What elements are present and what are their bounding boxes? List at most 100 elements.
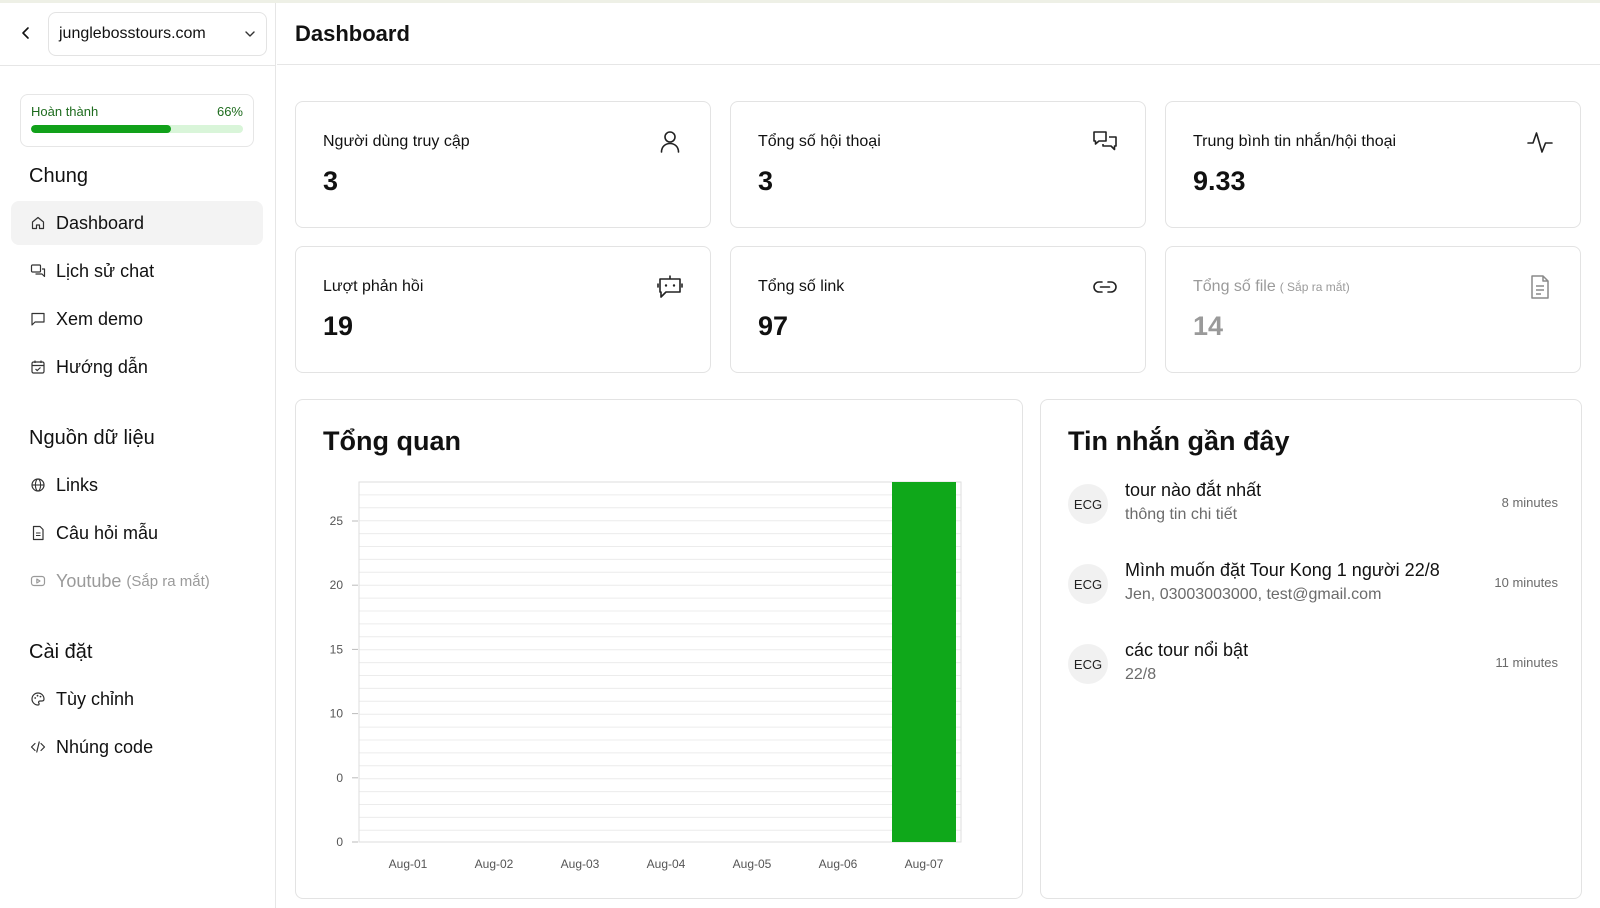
sidebar-item-label: Lịch sử chat bbox=[56, 260, 155, 281]
avatar: ECG bbox=[1068, 644, 1108, 684]
section-title-general: Chung bbox=[29, 165, 88, 187]
code-icon bbox=[29, 738, 47, 756]
coming-soon-label: (Sắp ra mắt) bbox=[126, 572, 210, 590]
sidebar-item-chat-history[interactable]: Lịch sử chat bbox=[11, 249, 263, 293]
x-tick-label: Aug-01 bbox=[389, 857, 428, 871]
stat-card-files: Tổng số file( Sắp ra mắt) 14 bbox=[1165, 246, 1581, 373]
home-icon bbox=[29, 214, 47, 232]
x-tick-label: Aug-04 bbox=[647, 857, 686, 871]
stat-card-conversations: Tổng số hội thoại 3 bbox=[730, 101, 1146, 228]
sidebar-item-customize[interactable]: Tùy chỉnh bbox=[11, 677, 263, 721]
y-tick-label: 10 bbox=[330, 707, 344, 721]
sidebar-item-label: Câu hỏi mẫu bbox=[56, 522, 159, 543]
message-time: 10 minutes bbox=[1494, 575, 1558, 590]
sidebar-item-label: Hướng dẫn bbox=[56, 356, 148, 377]
stat-value: 97 bbox=[758, 311, 789, 341]
stat-card-responses: Lượt phản hồi 19 bbox=[295, 246, 711, 373]
stat-card-visitors: Người dùng truy cập 3 bbox=[295, 101, 711, 228]
overview-panel: Tổng quan 0 0 10 15 20 25 Aug-01 Aug-02 Aug-03 Au… bbox=[295, 399, 1023, 899]
message-item[interactable]: ECG Mình muốn đặt Tour Kong 1 người 22/8… bbox=[1068, 560, 1558, 620]
message-subtitle: 22/8 bbox=[1125, 666, 1157, 683]
y-tick-label: 25 bbox=[330, 514, 344, 528]
x-tick-label: Aug-06 bbox=[819, 857, 858, 871]
recent-messages-title: Tin nhắn gần đây bbox=[1068, 426, 1290, 456]
sidebar-item-label: Dashboard bbox=[56, 212, 145, 233]
sidebar-item-embed-code[interactable]: Nhúng code bbox=[11, 725, 263, 769]
section-title-data-sources: Nguồn dữ liệu bbox=[29, 427, 155, 449]
message-time: 8 minutes bbox=[1501, 495, 1558, 510]
sidebar-item-label: Tùy chỉnh bbox=[56, 688, 135, 709]
message-title: Mình muốn đặt Tour Kong 1 người 22/8 bbox=[1125, 560, 1440, 580]
bot-message-icon bbox=[657, 275, 683, 298]
stat-value: 19 bbox=[323, 311, 354, 341]
stat-value: 14 bbox=[1193, 311, 1224, 341]
x-tick-label: Aug-05 bbox=[733, 857, 772, 871]
page-title: Dashboard bbox=[295, 21, 410, 46]
sidebar-item-label: Xem demo bbox=[56, 308, 144, 329]
conversation-icon bbox=[1093, 131, 1117, 151]
progress-label: Hoàn thành bbox=[31, 104, 99, 119]
avatar: ECG bbox=[1068, 564, 1108, 604]
document-icon bbox=[29, 524, 47, 542]
globe-icon bbox=[29, 476, 47, 494]
stat-label: Tổng số link bbox=[758, 278, 845, 295]
stat-label-wrapper: Tổng số file( Sắp ra mắt) bbox=[1193, 278, 1350, 296]
sidebar-header: junglebosstours.com bbox=[0, 3, 275, 66]
site-select-value: junglebosstours.com bbox=[59, 25, 206, 42]
stat-label: Tổng số file bbox=[1193, 278, 1276, 295]
sidebar-item-demo[interactable]: Xem demo bbox=[11, 297, 263, 341]
y-tick-label: 20 bbox=[330, 578, 344, 592]
sidebar-item-label: Links bbox=[56, 474, 99, 495]
overview-chart: 0 0 10 15 20 25 Aug-01 Aug-02 Aug-03 Aug-04 Aug-05… bbox=[330, 481, 962, 871]
link-icon bbox=[1093, 281, 1117, 293]
sidebar-item-youtube: Youtube (Sắp ra mắt) bbox=[11, 559, 263, 603]
chat-history-icon bbox=[29, 262, 47, 280]
overview-title: Tổng quan bbox=[323, 426, 461, 456]
chevron-down-icon bbox=[245, 31, 255, 37]
sidebar-item-guide[interactable]: Hướng dẫn bbox=[11, 345, 263, 389]
message-subtitle: Jen, 03003003000, test@gmail.com bbox=[1125, 586, 1382, 603]
message-time: 11 minutes bbox=[1495, 655, 1558, 670]
progress-percent: 66% bbox=[216, 104, 243, 119]
x-tick-label: Aug-02 bbox=[475, 857, 514, 871]
y-tick-label: 15 bbox=[330, 642, 344, 656]
avatar: ECG bbox=[1068, 484, 1108, 524]
y-tick-label: 0 bbox=[336, 771, 343, 785]
activity-icon bbox=[1527, 132, 1553, 153]
section-title-settings: Cài đặt bbox=[29, 641, 93, 663]
y-tick-label: 0 bbox=[336, 835, 343, 849]
sidebar-item-dashboard[interactable]: Dashboard bbox=[11, 201, 263, 245]
main-header: Dashboard bbox=[277, 3, 1600, 65]
bar bbox=[892, 482, 956, 842]
back-button[interactable] bbox=[14, 21, 38, 45]
palette-icon bbox=[29, 690, 47, 708]
progress-track bbox=[31, 125, 243, 133]
sidebar-item-sample-questions[interactable]: Câu hỏi mẫu bbox=[11, 511, 263, 555]
stat-value: 3 bbox=[758, 166, 774, 196]
sidebar-item-label: Nhúng code bbox=[56, 736, 154, 757]
plot-frame bbox=[358, 481, 962, 843]
youtube-icon bbox=[29, 572, 47, 590]
stat-label: Trung bình tin nhắn/hội thoại bbox=[1193, 133, 1397, 150]
chevron-left-icon bbox=[22, 27, 29, 39]
message-title: tour nào đắt nhất bbox=[1125, 480, 1262, 500]
stat-card-links: Tổng số link 97 bbox=[730, 246, 1146, 373]
site-select[interactable]: junglebosstours.com bbox=[48, 12, 267, 56]
calendar-icon bbox=[29, 358, 47, 376]
user-icon bbox=[660, 131, 680, 153]
stat-card-avg-messages: Trung bình tin nhắn/hội thoại 9.33 bbox=[1165, 101, 1581, 228]
stat-label: Lượt phản hồi bbox=[323, 278, 424, 295]
file-icon bbox=[1531, 275, 1549, 299]
stat-label: Người dùng truy cập bbox=[323, 133, 470, 150]
message-square-icon bbox=[29, 310, 47, 328]
coming-soon-label: ( Sắp ra mắt) bbox=[1279, 280, 1350, 294]
stat-label: Tổng số hội thoại bbox=[758, 133, 881, 150]
message-subtitle: thông tin chi tiết bbox=[1125, 506, 1238, 523]
message-item[interactable]: ECG tour nào đắt nhất thông tin chi tiết… bbox=[1068, 480, 1558, 540]
sidebar-item-links[interactable]: Links bbox=[11, 463, 263, 507]
message-item[interactable]: ECG các tour nổi bật 22/8 11 minutes bbox=[1068, 640, 1558, 700]
x-tick-label: Aug-07 bbox=[905, 857, 944, 871]
top-accent-line bbox=[0, 0, 1600, 3]
recent-messages-panel: Tin nhắn gần đây ECG tour nào đắt nhất t… bbox=[1040, 399, 1582, 899]
x-tick-label: Aug-03 bbox=[561, 857, 600, 871]
